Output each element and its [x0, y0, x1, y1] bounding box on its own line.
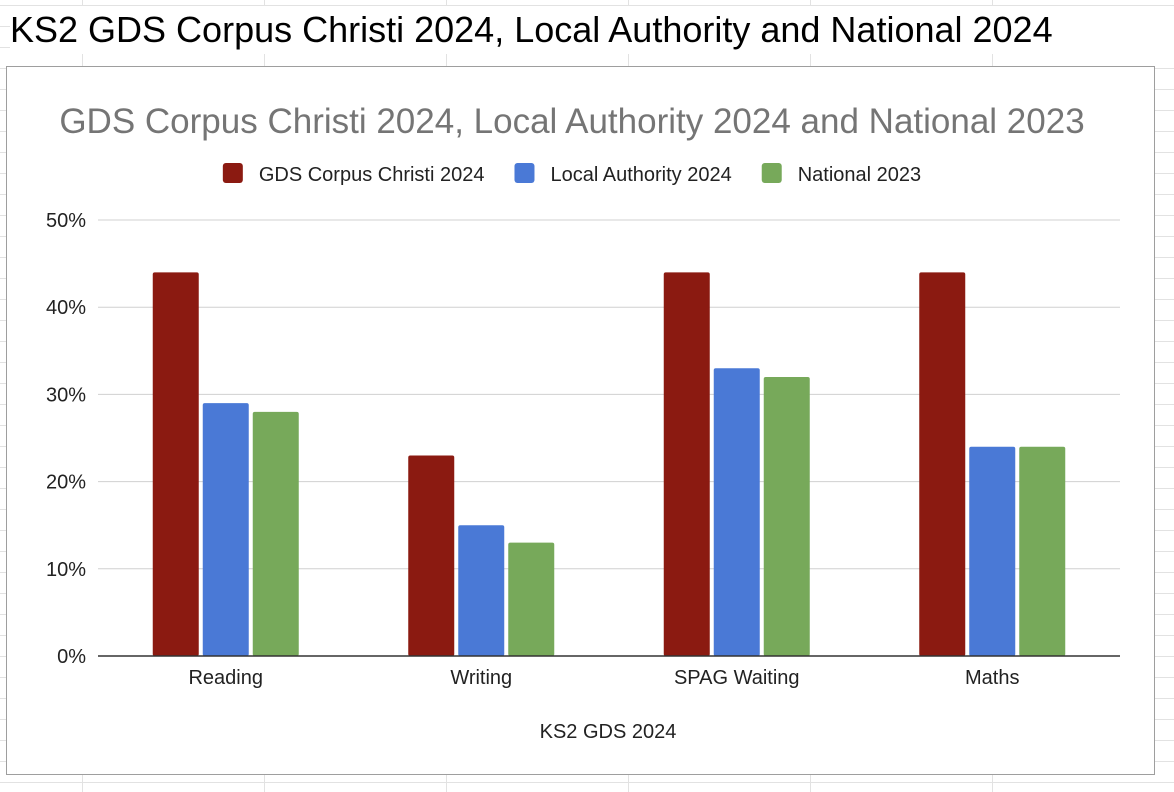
- legend-label: GDS Corpus Christi 2024: [259, 164, 485, 186]
- y-tick-label: 0%: [57, 646, 86, 668]
- legend-item[interactable]: GDS Corpus Christi 2024: [222, 163, 485, 186]
- bar-2-spag-waiting[interactable]: [713, 368, 760, 656]
- y-tick-label: 40%: [46, 297, 86, 319]
- x-tick-label: Writing: [450, 667, 512, 689]
- bar-1-spag-waiting[interactable]: [663, 272, 710, 656]
- chart-title: GDS Corpus Christi 2024, Local Authority…: [59, 102, 1084, 141]
- bar-1-writing[interactable]: [408, 455, 455, 656]
- y-tick-label: 30%: [46, 384, 86, 406]
- legend: GDS Corpus Christi 2024 Local Authority 2…: [222, 163, 921, 186]
- y-axis-ticks: 0% 10% 20% 30% 40% 50%: [46, 210, 86, 668]
- bar-3-maths[interactable]: [1019, 446, 1066, 656]
- y-tick-label: 50%: [46, 210, 86, 232]
- bar-2-writing[interactable]: [458, 525, 505, 656]
- y-tick-label: 20%: [46, 472, 86, 494]
- x-tick-label: Reading: [188, 667, 263, 689]
- x-tick-label: SPAG Waiting: [674, 667, 800, 689]
- legend-item[interactable]: Local Authority 2024: [514, 163, 732, 186]
- bars-group: [152, 272, 1066, 656]
- bar-2-reading[interactable]: [202, 403, 249, 656]
- legend-swatch: [222, 163, 243, 183]
- legend-swatch: [514, 163, 535, 183]
- legend-item[interactable]: National 2023: [761, 163, 921, 186]
- y-tick-label: 10%: [46, 559, 86, 581]
- bar-3-writing[interactable]: [508, 542, 555, 656]
- x-tick-label: Maths: [965, 667, 1019, 689]
- bar-3-spag-waiting[interactable]: [763, 376, 810, 656]
- bar-3-reading[interactable]: [252, 411, 299, 656]
- x-axis-ticks: Reading Writing SPAG Waiting Maths: [188, 667, 1019, 689]
- legend-label: Local Authority 2024: [550, 164, 731, 186]
- bar-1-maths[interactable]: [919, 272, 966, 656]
- gridlines: [98, 219, 1120, 570]
- bar-1-reading[interactable]: [152, 272, 199, 656]
- x-axis-title: KS2 GDS 2024: [540, 721, 677, 743]
- legend-label: National 2023: [798, 164, 921, 186]
- sheet-title-cell[interactable]: KS2 GDS Corpus Christi 2024, Local Autho…: [10, 6, 1174, 54]
- legend-swatch: [761, 163, 782, 183]
- bar-2-maths[interactable]: [969, 446, 1016, 656]
